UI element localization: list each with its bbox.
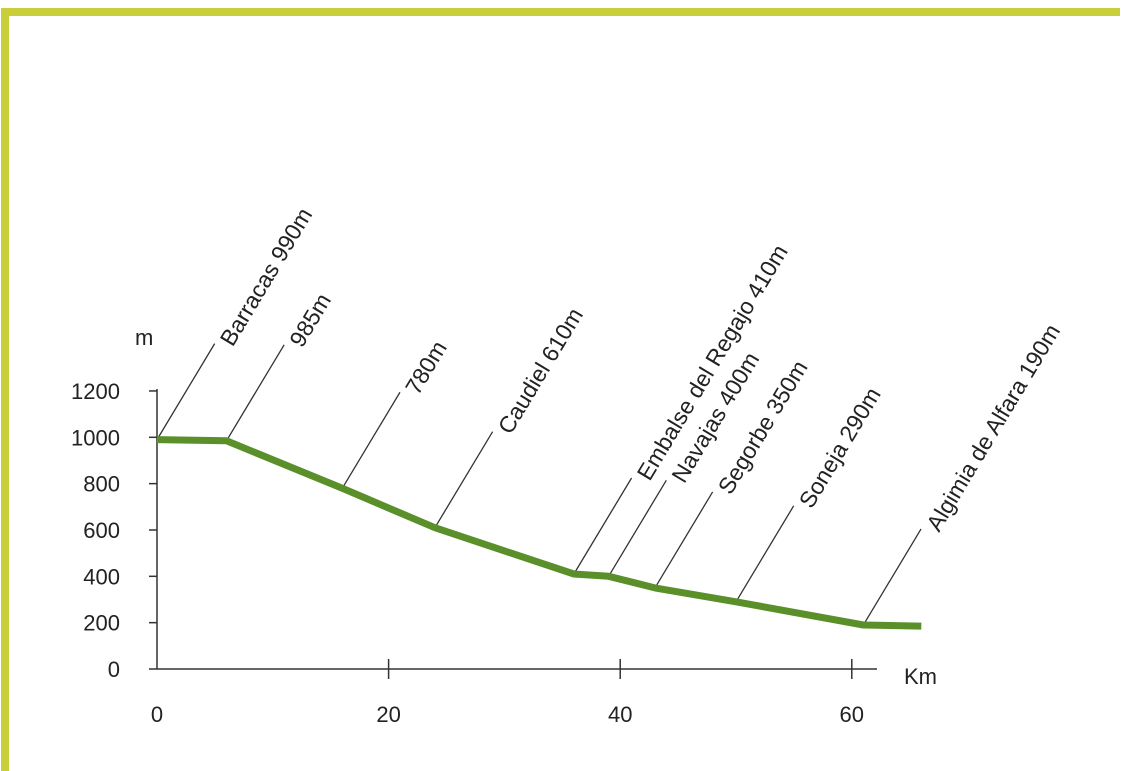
- annotation-leader: [654, 491, 714, 589]
- x-axis-label: Km: [904, 664, 937, 689]
- annotation-label: 985m: [284, 289, 336, 352]
- annotation-label: Soneja 290m: [794, 383, 886, 513]
- x-tick-label: 0: [151, 702, 163, 727]
- x-tick-label: 60: [840, 702, 864, 727]
- annotation-label: Caudiel 610m: [493, 303, 588, 438]
- x-tick-label: 20: [376, 702, 400, 727]
- annotation-leader: [341, 391, 401, 489]
- annotation-leaders: [156, 343, 922, 626]
- elevation-profile-line: [156, 436, 922, 630]
- y-tick-label: 600: [83, 518, 120, 543]
- y-tick-label: 200: [83, 611, 120, 636]
- y-tick-label: 0: [108, 657, 120, 682]
- annotation-leader: [225, 344, 285, 442]
- annotation-leader: [862, 528, 922, 626]
- annotation-leader: [434, 431, 494, 528]
- annotation-leader: [735, 505, 795, 603]
- y-tick-label: 1000: [71, 425, 120, 450]
- y-axis-label: m: [135, 325, 153, 350]
- x-tick-label: 40: [608, 702, 632, 727]
- annotation-label: Algimia de Alfara 190m: [921, 319, 1065, 535]
- y-tick-label: 400: [83, 564, 120, 589]
- axes: 0 200 400 600 800 1000 1200 0 20 40 60: [71, 379, 877, 727]
- y-tick-label: 1200: [71, 379, 120, 404]
- annotation-leader: [573, 477, 633, 575]
- annotation-label: Embalse del Regajo 410m: [632, 240, 793, 485]
- frame-border: [1, 8, 1120, 771]
- annotation-leader: [608, 479, 667, 577]
- annotation-label: 780m: [400, 336, 452, 399]
- annotation-leader: [156, 343, 216, 440]
- y-tick-label: 800: [83, 472, 120, 497]
